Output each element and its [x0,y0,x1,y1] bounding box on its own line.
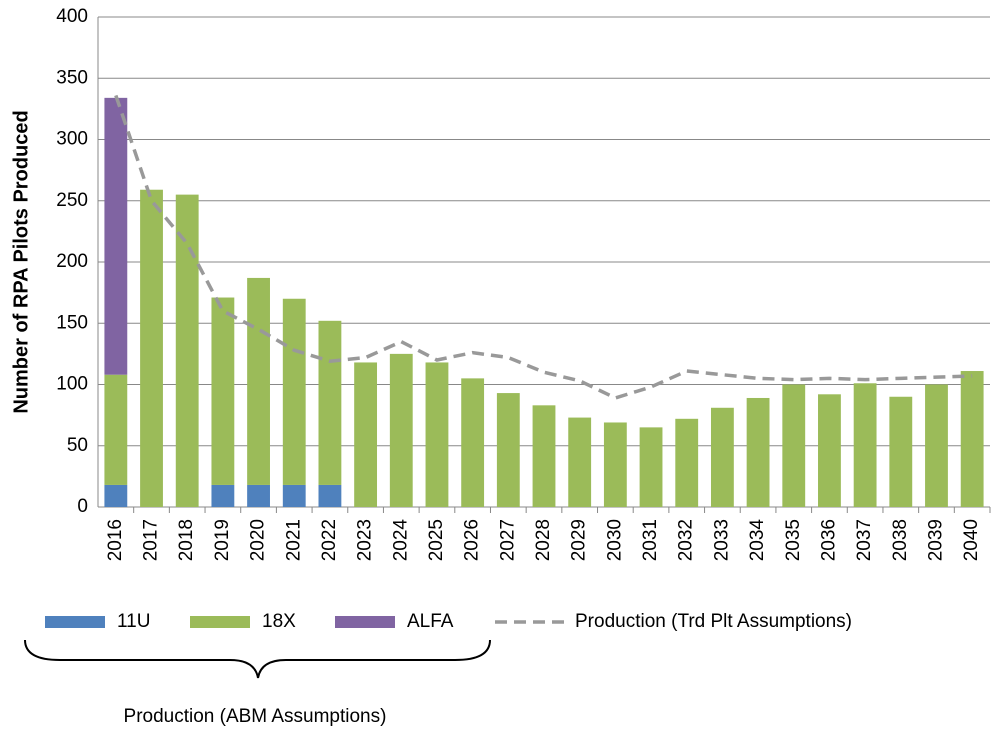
x-tick-label: 2019 [212,519,233,561]
x-tick-label: 2039 [925,519,946,561]
bar-segment [104,374,128,485]
bar-segment [818,394,841,507]
x-tick-label: 2022 [319,519,340,561]
bar-segment [496,393,520,507]
bar-segment [247,277,270,485]
y-tick-label: 200 [56,251,88,272]
bar-segment [568,417,592,507]
bar-segment [782,384,806,507]
y-tick-label: 300 [56,129,88,150]
x-tick-label: 2025 [426,519,447,561]
bar-segment [211,297,235,485]
y-tick-label: 250 [56,190,88,211]
x-tick-label: 2027 [497,519,518,561]
x-tick-label: 2028 [533,519,554,561]
y-axis-label: Number of RPA Pilots Produced [10,110,32,413]
bar-segment [746,397,770,507]
legend-label: 18X [262,611,296,632]
y-tick-label: 150 [56,312,88,333]
bar-segment [140,189,163,507]
x-tick-label: 2031 [640,519,661,561]
bar-segment [532,405,556,507]
y-tick-label: 0 [77,496,88,517]
line-series [114,94,973,400]
bar-segment [675,418,699,507]
x-tick-label: 2033 [711,519,732,561]
bar-segment [389,353,413,507]
bar-segment [318,320,342,485]
legend-label: ALFA [407,611,454,632]
legend-swatch [335,616,395,628]
bar-segment [710,407,734,507]
legend-label: Production (Trd Plt Assumptions) [575,611,852,632]
legend-label: 11U [117,611,150,632]
bar-segment [211,484,235,507]
bar-segment [461,378,485,507]
annotation: Production (ABM Assumptions) [124,706,387,727]
x-tick-label: 2023 [355,519,376,561]
x-tick-label: 2024 [390,519,411,562]
x-tick-label: 2017 [141,519,162,561]
legend-swatch [190,616,250,628]
y-tick-label: 100 [56,374,88,395]
bar-segment [104,484,128,507]
x-tick-label: 2034 [747,519,768,562]
bar-segment [282,484,306,507]
bar-segment [853,383,877,507]
x-tick-label: 2026 [462,519,483,561]
x-tick-label: 2037 [854,519,875,561]
bar-segment [603,422,627,507]
x-tick-label: 2035 [783,519,804,561]
x-tick-label: 2016 [105,519,126,561]
bar-segment [425,362,449,507]
bar-segment [960,371,984,507]
bar-segment [282,298,306,485]
x-tick-label: 2029 [569,519,590,561]
y-tick-label: 50 [67,435,88,456]
x-tick-label: 2020 [248,519,269,561]
x-tick-label: 2021 [283,519,304,561]
bar-segment [247,484,270,507]
bar-segment [175,194,199,507]
y-tick-label: 350 [56,67,88,88]
x-tick-label: 2036 [818,519,839,561]
bar-segment [354,362,378,507]
legend-swatch [45,616,105,628]
y-tick-label: 400 [56,6,88,27]
bar-segment [318,484,342,507]
brace [24,639,491,679]
bar-segment [104,97,128,375]
bar-segment [925,384,948,507]
x-tick-label: 2030 [604,519,625,561]
bar-segment [639,427,663,507]
x-tick-label: 2032 [676,519,697,561]
x-tick-label: 2040 [961,519,982,561]
x-tick-label: 2038 [890,519,911,561]
x-tick-label: 2018 [176,519,197,561]
bar-segment [889,396,913,507]
